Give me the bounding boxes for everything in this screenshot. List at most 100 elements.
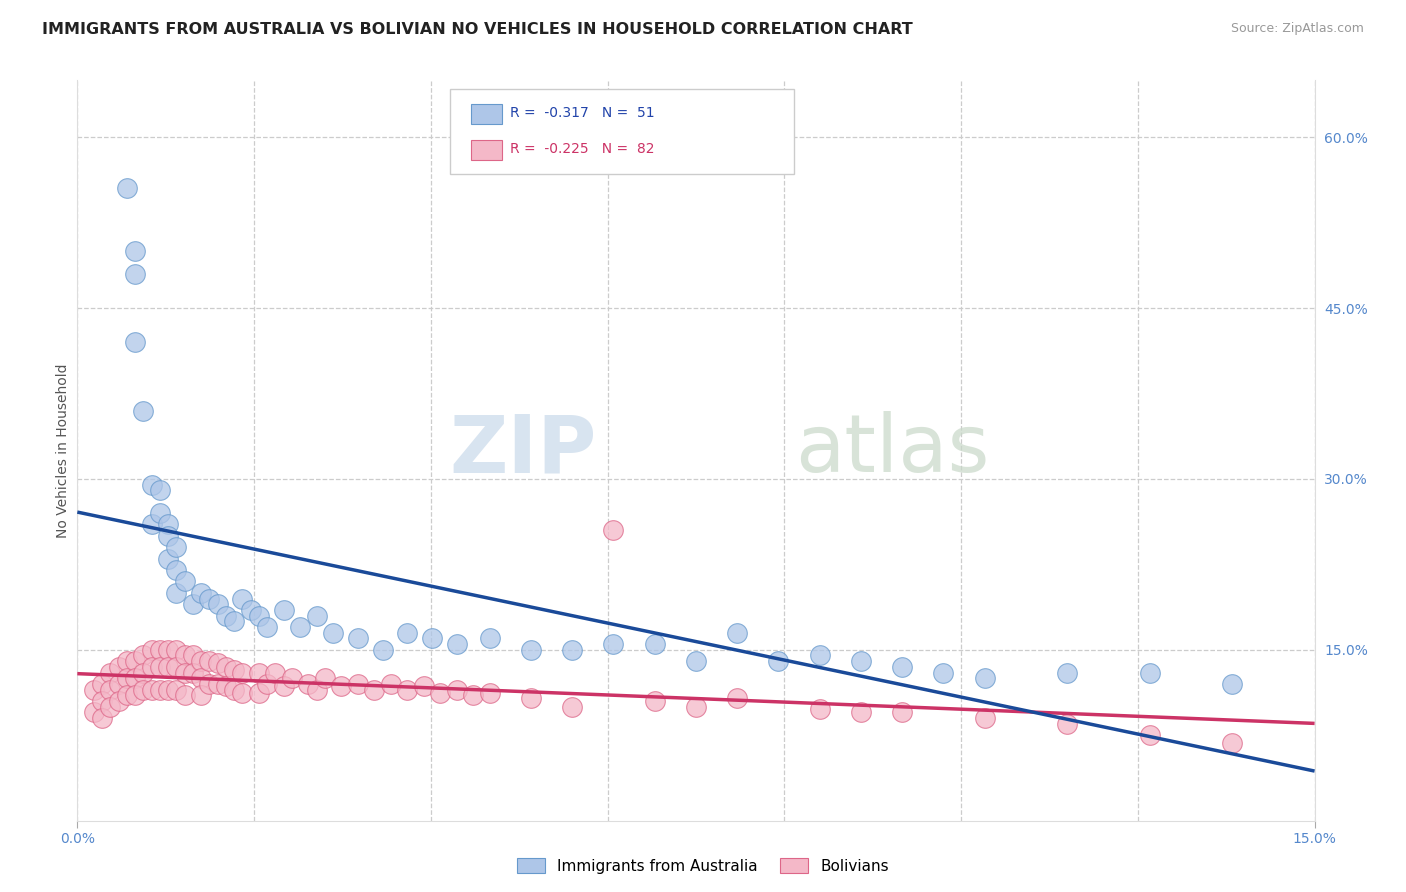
Point bbox=[141, 477, 163, 491]
Point bbox=[231, 686, 253, 700]
Point bbox=[107, 660, 129, 674]
Point bbox=[478, 632, 501, 646]
Point bbox=[380, 677, 402, 691]
Text: R =  -0.225   N =  82: R = -0.225 N = 82 bbox=[510, 142, 655, 156]
Point bbox=[222, 682, 245, 697]
Point bbox=[98, 682, 121, 697]
Point bbox=[314, 671, 336, 685]
Point bbox=[107, 677, 129, 691]
Text: R =  -0.317   N =  51: R = -0.317 N = 51 bbox=[510, 106, 655, 120]
Text: ZIP: ZIP bbox=[450, 411, 598, 490]
Point bbox=[98, 699, 121, 714]
Point bbox=[165, 541, 187, 555]
Point bbox=[198, 677, 221, 691]
Point bbox=[297, 677, 319, 691]
Point bbox=[181, 648, 204, 663]
Point bbox=[124, 267, 146, 281]
Point bbox=[141, 682, 163, 697]
Point bbox=[1220, 736, 1243, 750]
Point bbox=[165, 660, 187, 674]
Point bbox=[198, 654, 221, 668]
Point bbox=[685, 699, 707, 714]
Point bbox=[157, 642, 180, 657]
Point bbox=[124, 671, 146, 685]
Point bbox=[157, 682, 180, 697]
Point bbox=[273, 679, 295, 693]
Point bbox=[849, 654, 872, 668]
Point bbox=[247, 608, 270, 623]
Point bbox=[83, 682, 105, 697]
Point bbox=[207, 657, 229, 671]
Point bbox=[322, 625, 344, 640]
Point bbox=[157, 660, 180, 674]
Point bbox=[157, 551, 180, 566]
Point bbox=[808, 702, 831, 716]
Point bbox=[256, 677, 278, 691]
Point bbox=[1220, 677, 1243, 691]
Point bbox=[222, 663, 245, 677]
Point bbox=[602, 637, 624, 651]
Point bbox=[446, 682, 468, 697]
Point bbox=[190, 586, 212, 600]
Point bbox=[132, 665, 155, 680]
Point bbox=[463, 689, 485, 703]
Point bbox=[273, 603, 295, 617]
Point bbox=[725, 625, 748, 640]
Point bbox=[91, 677, 114, 691]
Point bbox=[932, 665, 955, 680]
Point bbox=[215, 679, 238, 693]
Point bbox=[115, 654, 138, 668]
Point bbox=[157, 529, 180, 543]
Point bbox=[602, 523, 624, 537]
Point bbox=[973, 671, 995, 685]
Point bbox=[98, 665, 121, 680]
Point bbox=[264, 665, 287, 680]
Point bbox=[561, 642, 583, 657]
Point bbox=[281, 671, 304, 685]
Point bbox=[420, 632, 443, 646]
Point bbox=[173, 689, 195, 703]
Y-axis label: No Vehicles in Household: No Vehicles in Household bbox=[56, 363, 70, 538]
Point bbox=[644, 694, 666, 708]
Point bbox=[181, 597, 204, 611]
Point bbox=[446, 637, 468, 651]
Point bbox=[891, 706, 914, 720]
Point bbox=[149, 682, 172, 697]
Text: Source: ZipAtlas.com: Source: ZipAtlas.com bbox=[1230, 22, 1364, 36]
Point bbox=[371, 642, 394, 657]
Point bbox=[115, 671, 138, 685]
Point bbox=[91, 694, 114, 708]
Point bbox=[173, 574, 195, 589]
Point bbox=[115, 181, 138, 195]
Point bbox=[247, 686, 270, 700]
Point bbox=[330, 679, 353, 693]
Point bbox=[768, 654, 790, 668]
Point bbox=[346, 677, 368, 691]
Point bbox=[520, 642, 543, 657]
Text: IMMIGRANTS FROM AUSTRALIA VS BOLIVIAN NO VEHICLES IN HOUSEHOLD CORRELATION CHART: IMMIGRANTS FROM AUSTRALIA VS BOLIVIAN NO… bbox=[42, 22, 912, 37]
Point bbox=[396, 682, 419, 697]
Point bbox=[363, 682, 385, 697]
Point bbox=[231, 665, 253, 680]
Point bbox=[1139, 665, 1161, 680]
Point bbox=[346, 632, 368, 646]
Point bbox=[849, 706, 872, 720]
Point bbox=[520, 690, 543, 705]
Point bbox=[149, 506, 172, 520]
Point bbox=[173, 665, 195, 680]
Point bbox=[115, 689, 138, 703]
Point bbox=[132, 403, 155, 417]
Point bbox=[124, 335, 146, 350]
Point bbox=[215, 660, 238, 674]
Point bbox=[124, 689, 146, 703]
Point bbox=[83, 706, 105, 720]
Point bbox=[561, 699, 583, 714]
Text: atlas: atlas bbox=[794, 411, 990, 490]
Point bbox=[149, 483, 172, 498]
Point bbox=[207, 597, 229, 611]
Point bbox=[808, 648, 831, 663]
Point bbox=[215, 608, 238, 623]
Point bbox=[396, 625, 419, 640]
Point bbox=[256, 620, 278, 634]
Point bbox=[165, 563, 187, 577]
